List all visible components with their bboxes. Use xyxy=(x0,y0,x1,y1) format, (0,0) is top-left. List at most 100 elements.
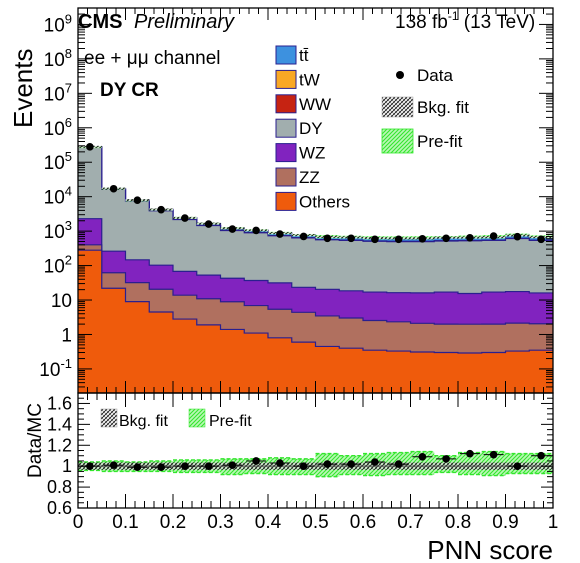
preliminary-label: Preliminary xyxy=(134,11,235,33)
ratio-y-tick-label: 1.6 xyxy=(47,393,72,413)
ratio-point xyxy=(252,457,260,465)
y-tick-label: 107 xyxy=(44,80,72,105)
data-point xyxy=(418,234,427,243)
data-point xyxy=(133,196,142,205)
legend-swatch-ttbar xyxy=(275,45,297,65)
ratio-point xyxy=(394,460,403,468)
ratio-point xyxy=(228,461,237,469)
legend-label-ww: WW xyxy=(299,95,331,114)
y-tick-label: 106 xyxy=(44,115,72,140)
ratio-prefit-edge xyxy=(339,455,363,476)
ratio-prefit-edge xyxy=(196,459,221,474)
data-point xyxy=(442,234,450,243)
ratio-legend-prefit-swatch xyxy=(188,408,206,428)
legend: tt̄ tW WW DY WZ ZZ Others Data Bkg. fit Pre-fit xyxy=(275,45,469,211)
legend-swatch-tw xyxy=(275,69,297,89)
ratio-point xyxy=(489,450,498,459)
x-tick-label: 0.2 xyxy=(160,512,186,533)
y-tick-label: 109 xyxy=(44,11,72,36)
x-axis-title: PNN score xyxy=(427,535,553,563)
y-tick-label: 102 xyxy=(44,253,72,278)
ratio-y-tick-label: 1 xyxy=(62,456,72,476)
ratio-prefit-edge xyxy=(434,455,458,474)
legend-label-bkgfit: Bkg. fit xyxy=(417,98,469,117)
legend-bkgfit-swatch xyxy=(381,96,414,118)
data-point xyxy=(252,226,260,235)
ratio-point xyxy=(537,451,545,460)
data-point xyxy=(513,232,522,241)
ratio-point xyxy=(299,462,308,470)
ratio-legend-bkgfit-label: Bkg. fit xyxy=(119,413,168,430)
y-tick-label: 105 xyxy=(44,149,72,174)
y-tick-label: 108 xyxy=(44,46,72,71)
ratio-prefit-edge xyxy=(78,461,102,472)
ratio-point xyxy=(442,455,450,463)
legend-label-zz: ZZ xyxy=(299,168,320,187)
channel-label: ee + μμ channel xyxy=(84,48,221,69)
legend-swatch-ww xyxy=(275,94,297,114)
data-point xyxy=(276,230,284,238)
data-point xyxy=(299,232,308,241)
ratio-y-tick-label: 1.2 xyxy=(47,435,72,455)
ratio-prefit-edge xyxy=(125,461,150,473)
x-tick-label: 0.4 xyxy=(255,512,282,533)
legend-label-dy: DY xyxy=(299,119,323,138)
legend-label-wz: WZ xyxy=(299,144,325,163)
ratio-point xyxy=(181,462,189,470)
ratio-point xyxy=(418,452,427,461)
ratio-legend-prefit-label: Pre-fit xyxy=(209,413,252,430)
ratio-prefit-edge xyxy=(101,460,126,473)
x-tick-label: 0.3 xyxy=(207,512,233,533)
ratio-point xyxy=(466,449,474,458)
stack-outline-wz xyxy=(78,218,553,295)
data-point xyxy=(228,225,237,233)
lumi-label: 138 fb-1 (13 TeV) xyxy=(395,9,535,33)
legend-label-ttbar: tt̄ xyxy=(299,46,309,65)
x-tick-label: 0.7 xyxy=(397,512,423,533)
ratio-point xyxy=(157,463,165,472)
data-point xyxy=(347,234,355,243)
ratio-prefit-edge xyxy=(529,452,553,475)
legend-label-tw: tW xyxy=(299,70,320,89)
data-point xyxy=(394,235,403,244)
y-axis-title: Events xyxy=(8,49,38,129)
ratio-y-tick-label: 1.4 xyxy=(47,414,72,434)
x-tick-label: 0 xyxy=(73,512,84,533)
data-point xyxy=(371,235,379,244)
ratio-legend-bkgfit-swatch xyxy=(100,408,118,428)
ratio-prefit-edge xyxy=(363,452,387,477)
data-point xyxy=(109,184,118,193)
x-tick-label: 0.5 xyxy=(302,512,328,533)
data-point xyxy=(466,234,474,242)
ratio-panel: 0.60.811.21.41.60 0.1 0.2 0.3 0.4 0.5 0.6 0.7 0.… xyxy=(25,392,558,563)
legend-label-prefit: Pre-fit xyxy=(417,132,463,151)
ratio-point xyxy=(371,458,379,466)
x-tick-label: 0.6 xyxy=(350,512,376,533)
data-point xyxy=(181,214,189,222)
ratio-prefit-edge xyxy=(481,450,506,477)
ratio-prefit-edge xyxy=(173,459,197,474)
legend-data-marker xyxy=(396,71,404,79)
ratio-frame xyxy=(77,392,554,509)
data-point xyxy=(323,234,332,243)
legend-label-others: Others xyxy=(299,192,350,211)
legend-swatch-others xyxy=(275,191,297,211)
legend-swatch-zz xyxy=(275,167,297,187)
ratio-prefit-edge xyxy=(315,452,340,478)
ratio-prefit-edge xyxy=(244,458,268,475)
ratio-point xyxy=(323,460,332,468)
ratio-prefit-edge xyxy=(291,458,316,476)
ratio-prefit-edge xyxy=(505,452,530,475)
legend-swatch-dy xyxy=(275,118,297,138)
data-point xyxy=(204,220,213,228)
ratio-point xyxy=(276,459,284,467)
ratio-point xyxy=(133,463,142,472)
y-tick-label: 1 xyxy=(61,325,72,346)
ratio-y-tick-label: 0.6 xyxy=(47,498,72,518)
ratio-prefit-edge xyxy=(410,450,435,476)
ratio-y-axis-title: Data/MC xyxy=(25,403,46,478)
data-point xyxy=(489,232,498,240)
ratio-point xyxy=(204,462,213,470)
